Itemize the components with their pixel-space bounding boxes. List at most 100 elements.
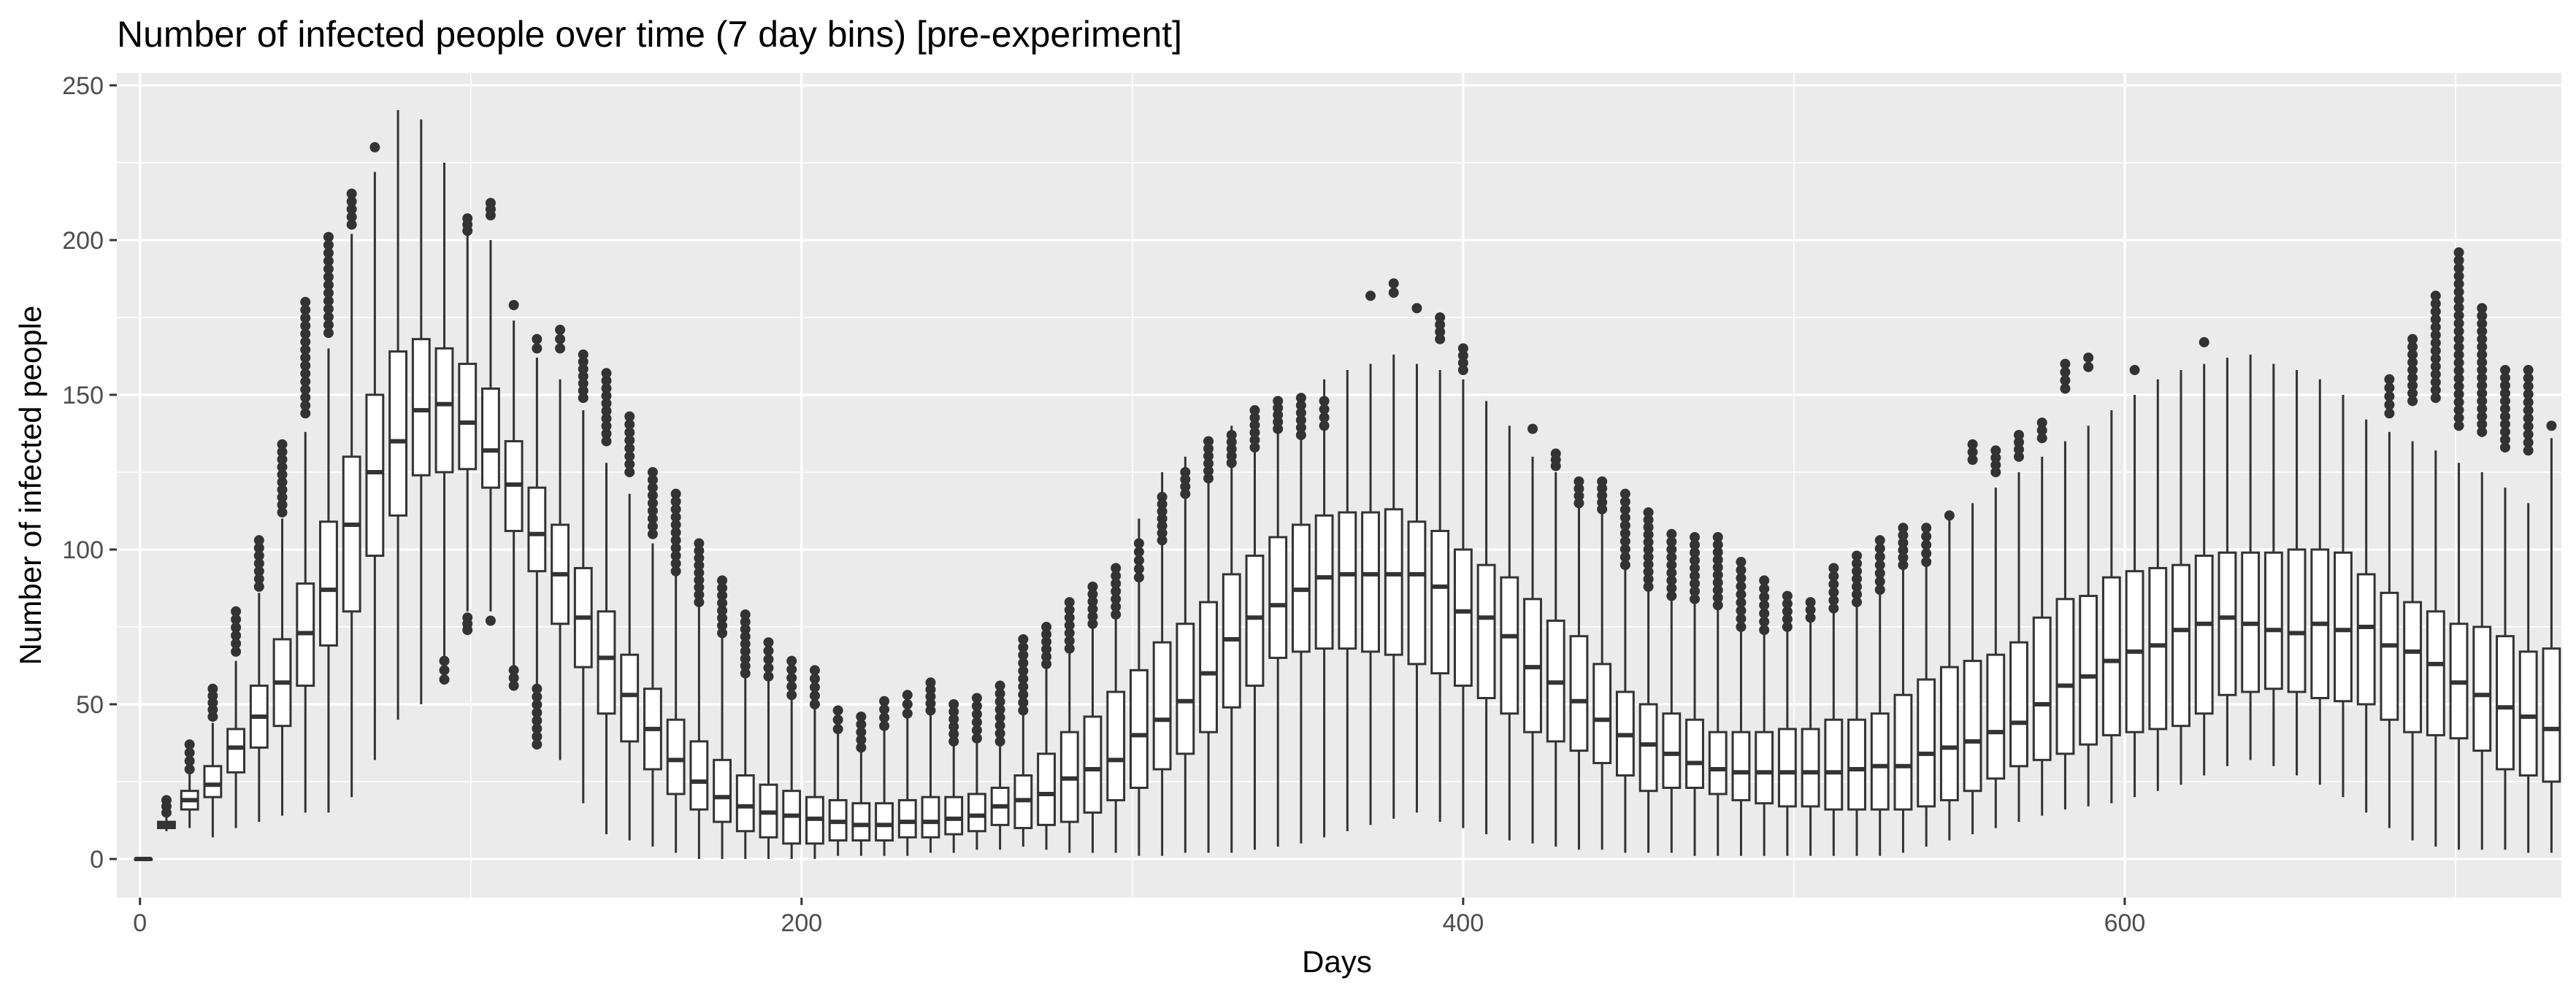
outlier-point: [2453, 342, 2464, 352]
outlier-point: [1712, 555, 1723, 566]
outlier-point: [1619, 504, 1630, 515]
outlier-point: [2523, 445, 2534, 456]
outlier-point: [1249, 412, 1260, 423]
outlier-point: [323, 328, 334, 339]
outlier-point: [2083, 352, 2094, 363]
outlier-point: [1018, 666, 1029, 677]
outlier-point: [1805, 604, 1816, 615]
outlier-point: [1203, 458, 1214, 469]
outlier-point: [647, 482, 658, 493]
outlier-point: [1898, 537, 1909, 548]
box-iqr: [481, 387, 500, 489]
box-iqr: [1083, 715, 1103, 814]
outlier-point: [694, 567, 705, 578]
outlier-point: [994, 688, 1005, 699]
outlier-point: [2384, 399, 2395, 410]
outlier-point: [786, 681, 797, 692]
outlier-point: [832, 714, 843, 725]
box-iqr: [2403, 601, 2423, 733]
outlier-point: [2453, 255, 2464, 266]
outlier-point: [2499, 372, 2510, 383]
box-iqr: [2496, 635, 2515, 771]
outlier-point: [485, 198, 496, 209]
outlier-point: [1828, 603, 1839, 614]
box-iqr: [921, 795, 940, 839]
outlier-point: [1690, 578, 1701, 589]
outlier-point: [1874, 560, 1885, 571]
outlier-point: [1643, 507, 1654, 518]
outlier-point: [2499, 419, 2510, 430]
y-tick-label: 250: [62, 72, 104, 100]
outlier-point: [1666, 575, 1677, 586]
box-iqr: [1569, 635, 1589, 752]
outlier-point: [1064, 612, 1075, 623]
y-tick-label: 50: [76, 691, 104, 719]
outlier-point: [1712, 569, 1723, 580]
outlier-point: [253, 574, 264, 585]
box-iqr: [689, 740, 709, 811]
outlier-point: [647, 528, 658, 539]
outlier-point: [948, 714, 959, 725]
outlier-point: [670, 496, 681, 507]
outlier-point: [601, 413, 612, 424]
outlier-point: [253, 558, 264, 569]
outlier-point: [1087, 589, 1098, 600]
outlier-point: [300, 328, 311, 339]
outlier-point: [670, 566, 681, 577]
medians: [134, 401, 2560, 861]
outlier-point: [1712, 547, 1723, 558]
outlier-point: [694, 574, 705, 585]
outlier-point: [2036, 433, 2047, 444]
outlier-point: [670, 550, 681, 561]
outlier-point: [2453, 358, 2464, 369]
outlier-point: [277, 454, 288, 465]
outlier-point: [2430, 353, 2441, 364]
outlier-point: [994, 728, 1005, 739]
outlier-point: [2477, 372, 2488, 383]
outlier-point: [2407, 342, 2418, 352]
outlier-point: [2499, 411, 2510, 422]
box-iqr: [2518, 650, 2538, 777]
outlier-point: [1736, 565, 1747, 576]
outlier-point: [1666, 590, 1677, 601]
outlier-point: [2384, 391, 2395, 402]
outlier-point: [832, 705, 843, 716]
outlier-point: [971, 733, 982, 744]
outlier-point: [832, 723, 843, 734]
outlier-point: [2453, 294, 2464, 305]
outlier-point: [1550, 448, 1561, 459]
outlier-point: [1018, 642, 1029, 652]
outlier-point: [1087, 596, 1098, 607]
outlier-point: [2477, 419, 2488, 430]
box-iqr: [967, 793, 986, 833]
outlier-point: [2384, 374, 2395, 385]
outlier-point: [253, 542, 264, 553]
outlier-point: [1852, 550, 1863, 561]
outlier-point: [2407, 334, 2418, 344]
box-iqr: [319, 520, 338, 647]
outlier-point: [1064, 628, 1075, 639]
x-tick-label: 0: [133, 909, 147, 937]
outlier-point: [1690, 555, 1701, 566]
outlier-point: [670, 558, 681, 569]
outlier-point: [647, 521, 658, 532]
outlier-point: [1573, 483, 1584, 494]
box-iqr: [2171, 563, 2190, 728]
x-axis-title: Days: [1302, 944, 1372, 979]
outlier-point: [2477, 380, 2488, 391]
outlier-point: [2060, 383, 2071, 394]
box-iqr: [2426, 610, 2445, 736]
outlier-point: [1736, 573, 1747, 584]
outlier-point: [300, 400, 311, 411]
outlier-point: [1619, 488, 1630, 499]
outlier-point: [1643, 574, 1654, 585]
outlier-point: [1133, 538, 1144, 549]
outlier-point: [1064, 643, 1075, 654]
outlier-point: [1690, 593, 1701, 604]
outlier-point: [300, 408, 311, 419]
outlier-point: [161, 795, 172, 806]
outlier-point: [1295, 393, 1306, 404]
box-iqr: [2472, 625, 2492, 752]
outlier-point: [809, 665, 820, 676]
box-iqr: [1453, 548, 1473, 687]
